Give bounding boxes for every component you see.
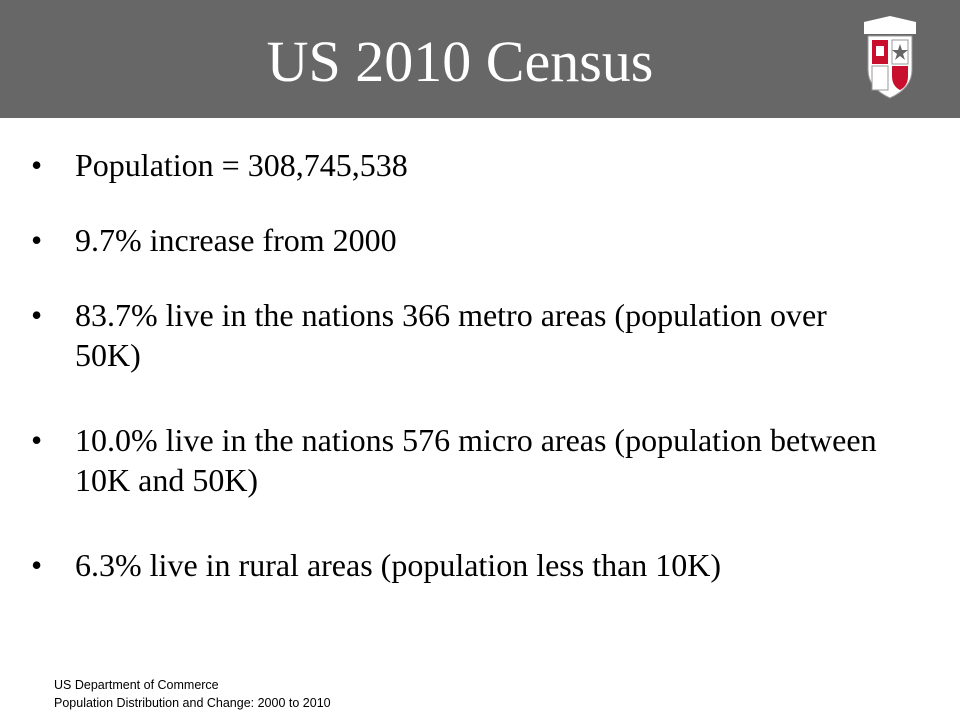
bullet-item: 9.7% increase from 2000: [31, 220, 885, 260]
footer-source: US Department of Commerce: [54, 678, 219, 692]
logo: [864, 16, 916, 99]
slide-title: US 2010 Census: [266, 29, 654, 94]
footer-citation: Population Distribution and Change: 2000…: [54, 696, 331, 710]
bullet-item: Population = 308,745,538: [31, 145, 885, 185]
bullet-item: 10.0% live in the nations 576 micro area…: [31, 420, 885, 500]
bullet-item: 83.7% live in the nations 366 metro area…: [31, 295, 885, 375]
bullet-item: 6.3% live in rural areas (population les…: [31, 545, 885, 585]
header-bar: US 2010 Census: [0, 0, 960, 118]
